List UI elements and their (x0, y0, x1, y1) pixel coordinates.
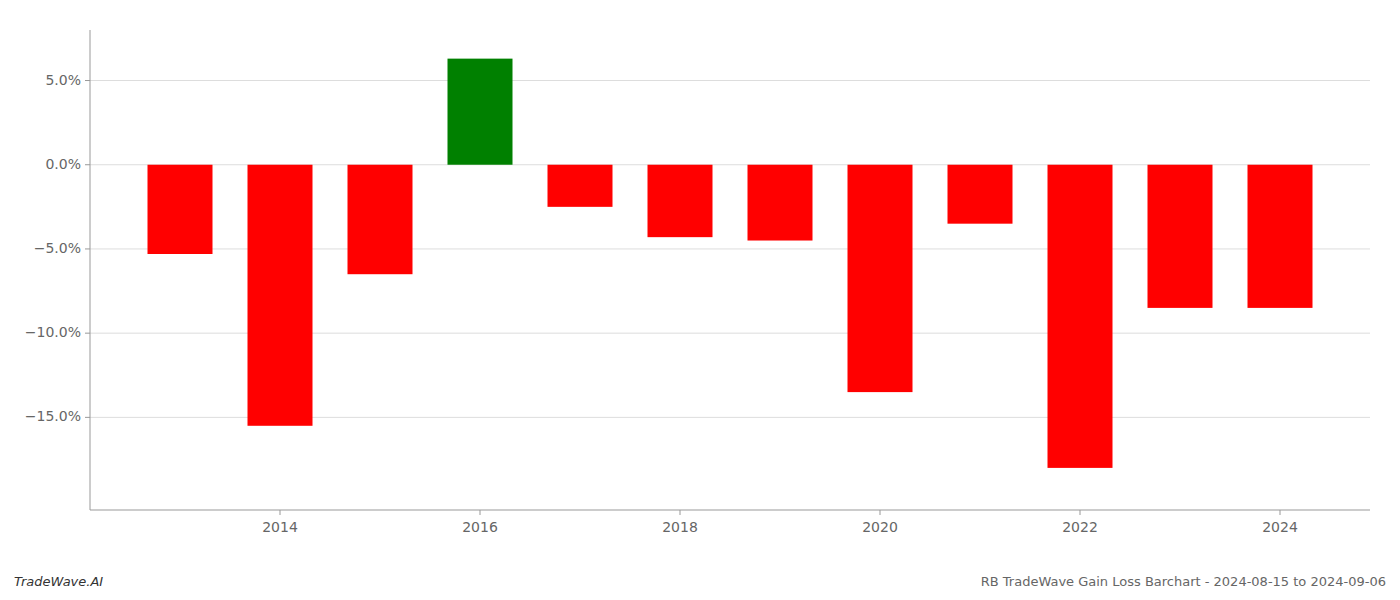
background (0, 0, 1400, 600)
y-tick (85, 248, 90, 249)
bar (548, 165, 613, 207)
bar (448, 59, 513, 165)
y-tick (85, 417, 90, 418)
y-tick-label: −5.0% (34, 240, 81, 256)
x-tick-label: 2024 (1262, 519, 1298, 535)
bar (348, 165, 413, 274)
y-tick (85, 80, 90, 81)
bar (1248, 165, 1313, 308)
bar (1148, 165, 1213, 308)
y-tick (85, 164, 90, 165)
bar (748, 165, 813, 241)
x-tick (280, 510, 281, 515)
x-tick (480, 510, 481, 515)
chart-svg: −15.0% −10.0% −5.0% 0.0% 5.0% 2014 2016 2018 202… (0, 0, 1400, 600)
x-tick-label: 2016 (462, 519, 498, 535)
y-axis: −15.0% −10.0% −5.0% 0.0% 5.0% (25, 30, 90, 510)
bar (648, 165, 713, 237)
x-axis: 2014 2016 2018 2020 2022 2024 (90, 510, 1370, 535)
y-tick-label: −15.0% (25, 408, 81, 424)
bar (248, 165, 313, 426)
bar (948, 165, 1013, 224)
x-tick (880, 510, 881, 515)
bar (148, 165, 213, 254)
y-tick (85, 333, 90, 334)
footer-text: RB TradeWave Gain Loss Barchart - 2024-0… (981, 574, 1386, 589)
grid-line (90, 80, 1370, 81)
x-tick-label: 2022 (1062, 519, 1098, 535)
y-tick-label: −10.0% (25, 324, 81, 340)
x-tick-label: 2014 (262, 519, 298, 535)
chart-container: −15.0% −10.0% −5.0% 0.0% 5.0% 2014 2016 2018 202… (0, 0, 1400, 600)
y-axis-line (90, 30, 91, 510)
y-tick-label: 0.0% (45, 156, 81, 172)
bar (848, 165, 913, 392)
x-tick (680, 510, 681, 515)
x-axis-line (90, 509, 1370, 510)
y-tick-label: 5.0% (45, 72, 81, 88)
bar (1048, 165, 1113, 468)
x-tick-label: 2020 (862, 519, 898, 535)
x-tick-label: 2018 (662, 519, 698, 535)
x-tick (1080, 510, 1081, 515)
bars (148, 59, 1313, 468)
footer-text: TradeWave.AI (14, 574, 103, 589)
x-tick (1280, 510, 1281, 515)
